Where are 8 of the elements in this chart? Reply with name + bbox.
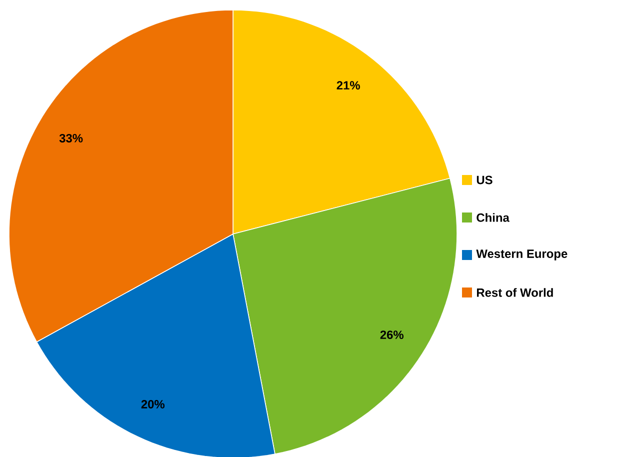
legend-label: Western Europe (476, 250, 568, 260)
data-label: 21% (336, 81, 360, 90)
data-label: 26% (380, 330, 404, 340)
legend-label: US (476, 176, 492, 184)
legend-label: China (476, 213, 510, 222)
data-label: 33% (59, 134, 83, 142)
legend-label: Rest of World (477, 288, 553, 297)
data-label: 20% (141, 400, 165, 408)
